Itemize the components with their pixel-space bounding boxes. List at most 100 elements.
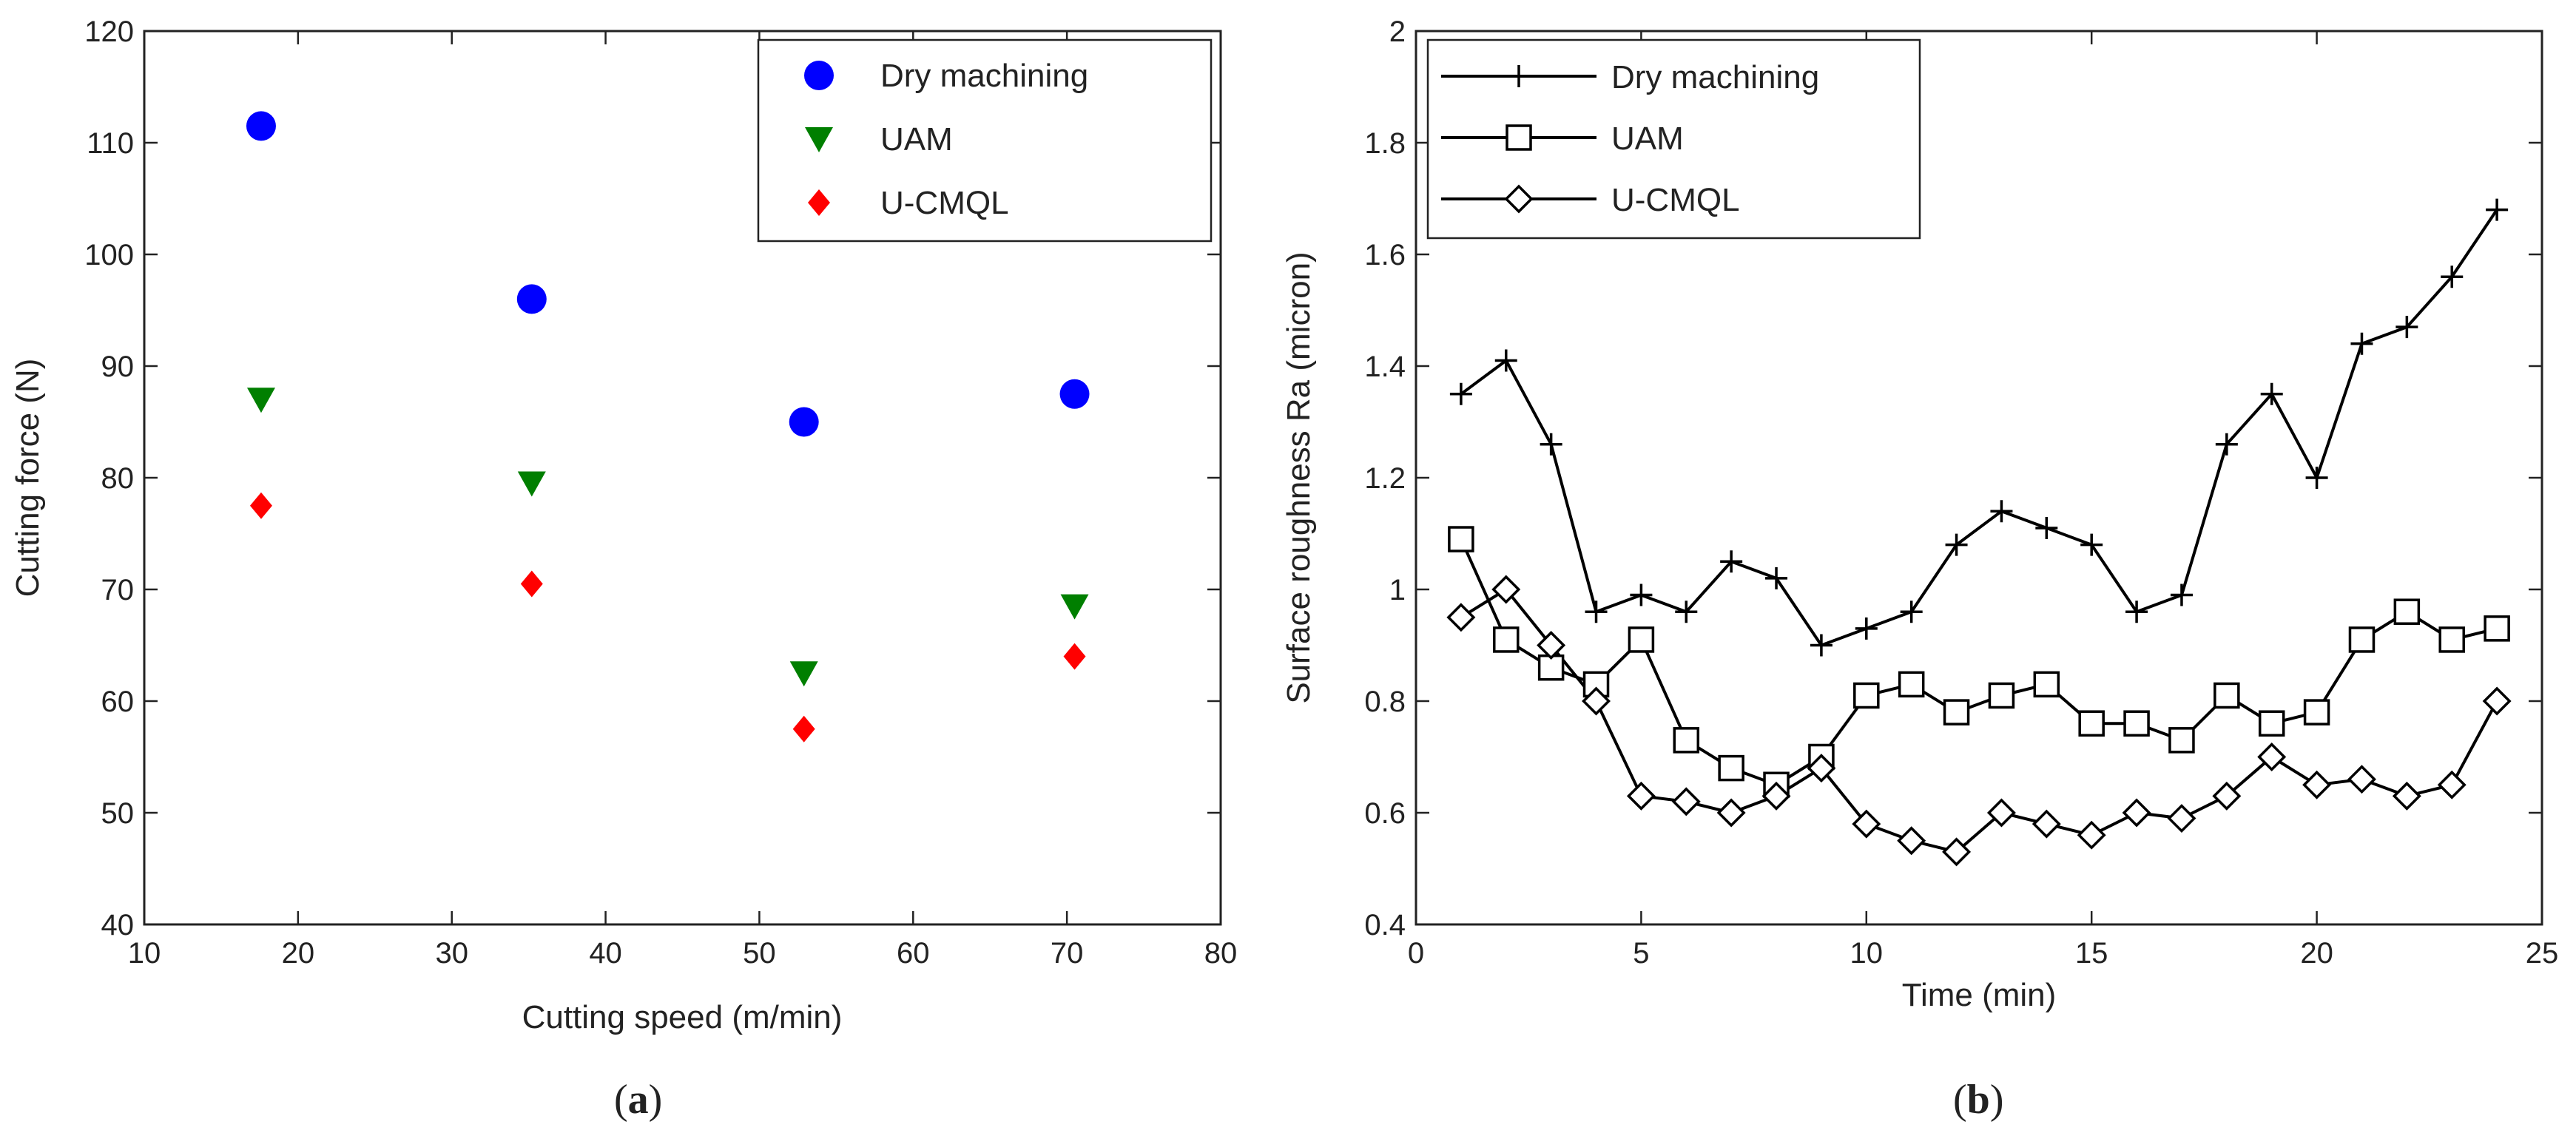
legend-a-marker-dry-machining bbox=[804, 61, 834, 90]
caption-b-open: ( bbox=[1953, 1077, 1967, 1123]
point-dry-machining bbox=[2170, 584, 2193, 606]
legend-a-label-uam: UAM bbox=[880, 121, 953, 158]
point-u-cmql bbox=[2392, 781, 2421, 811]
point-uam bbox=[2168, 727, 2195, 754]
plot-a-ytick-label: 120 bbox=[84, 16, 134, 48]
point-uam bbox=[2484, 615, 2510, 642]
point-dry-machining bbox=[1494, 349, 1517, 372]
plot-a-xtick-label: 60 bbox=[897, 937, 930, 970]
point-u-cmql bbox=[1671, 787, 1701, 816]
plot-b-ytick-label: 1.2 bbox=[1364, 462, 1406, 495]
point-dry-machining bbox=[516, 284, 547, 314]
point-uam bbox=[1988, 682, 2015, 709]
series-line-dry-machining bbox=[1460, 209, 2498, 647]
point-u-cmql bbox=[2347, 765, 2376, 794]
point-dry-machining bbox=[1675, 601, 1698, 623]
point-u-cmql bbox=[1942, 837, 1972, 867]
plot-b-marks bbox=[1446, 198, 2512, 867]
plot-a-ylabel: Cutting force (N) bbox=[10, 359, 46, 598]
point-u-cmql bbox=[1446, 603, 1476, 632]
point-dry-machining bbox=[2080, 533, 2103, 556]
plot-a-ytick-label: 90 bbox=[101, 351, 135, 383]
plot-b-xtick-label: 5 bbox=[1633, 937, 1649, 970]
legend-a: Dry machining UAM U-CMQL bbox=[757, 38, 1213, 243]
plot-b-xtick-label: 0 bbox=[1408, 937, 1424, 970]
legend-b-label-dry: Dry machining bbox=[1611, 59, 1819, 95]
point-dry-machining bbox=[1059, 379, 1090, 409]
point-u-cmql bbox=[2167, 804, 2196, 833]
point-uam bbox=[1628, 626, 1655, 653]
point-dry-machining bbox=[2215, 433, 2238, 456]
point-dry-machining bbox=[1855, 617, 1878, 640]
point-uam bbox=[1493, 626, 1520, 653]
point-u-cmql bbox=[792, 715, 815, 743]
point-uam bbox=[2258, 710, 2285, 737]
legend-a-markers bbox=[804, 61, 834, 216]
point-u-cmql bbox=[1491, 575, 1521, 604]
point-dry-machining bbox=[1720, 550, 1743, 573]
point-u-cmql bbox=[1716, 798, 1746, 828]
point-uam bbox=[2438, 626, 2465, 653]
point-uam bbox=[2078, 710, 2105, 737]
point-u-cmql bbox=[1986, 798, 2016, 828]
point-dry-machining bbox=[1900, 601, 1923, 623]
point-uam bbox=[1853, 682, 1880, 709]
point-u-cmql bbox=[1582, 686, 1611, 716]
legend-b-label-ucmql: U-CMQL bbox=[1611, 182, 1740, 218]
point-dry-machining bbox=[1630, 584, 1653, 606]
plot-b-ytick-label: 1.6 bbox=[1364, 239, 1406, 271]
point-dry-machining bbox=[2441, 266, 2464, 288]
point-dry-machining bbox=[789, 407, 819, 437]
plot-a-xtick-label: 20 bbox=[282, 937, 315, 970]
point-u-cmql bbox=[2302, 770, 2332, 799]
plot-a-xtick-label: 80 bbox=[1204, 937, 1238, 970]
legend-a-marker-uam bbox=[805, 127, 833, 152]
point-uam bbox=[2348, 626, 2376, 653]
plot-a-ytick-label: 60 bbox=[101, 686, 135, 718]
point-uam bbox=[1898, 671, 1925, 698]
legend-a-label-dry: Dry machining bbox=[880, 58, 1088, 94]
point-u-cmql bbox=[2437, 770, 2467, 799]
point-uam bbox=[1448, 526, 1474, 552]
panel-a: 10 20 30 40 50 60 70 80 40 50 60 70 80 90 100 110 120 Dr… bbox=[10, 16, 1237, 1123]
point-dry-machining bbox=[1540, 433, 1562, 456]
caption-a-close: ) bbox=[649, 1077, 663, 1123]
point-u-cmql bbox=[1807, 754, 1836, 783]
plot-b-ytick-label: 0.6 bbox=[1364, 797, 1406, 830]
caption-a-open: ( bbox=[614, 1077, 628, 1123]
plot-b-ylabel: Surface roughness Ra (micron) bbox=[1281, 251, 1317, 703]
point-dry-machining bbox=[1945, 533, 1968, 556]
plot-b-ticks: 0 5 10 15 20 25 0.4 0.6 0.8 1 1.2 1.4 1.6 1.8 2 bbox=[1364, 16, 2558, 970]
legend-b-label-uam: UAM bbox=[1611, 121, 1684, 157]
point-dry-machining bbox=[1585, 601, 1608, 623]
plot-a-xlabel: Cutting speed (m/min) bbox=[522, 999, 843, 1035]
caption-b-letter: b bbox=[1967, 1077, 1990, 1123]
point-u-cmql bbox=[1626, 781, 1656, 811]
point-dry-machining bbox=[2125, 601, 2148, 623]
plot-b-ytick-label: 1.4 bbox=[1364, 351, 1406, 383]
plot-b-xtick-label: 25 bbox=[2526, 937, 2559, 970]
plot-a-ytick-label: 110 bbox=[87, 127, 134, 160]
point-u-cmql bbox=[2122, 798, 2151, 828]
plot-a-xtick-label: 70 bbox=[1051, 937, 1084, 970]
point-uam bbox=[1718, 754, 1744, 782]
point-u-cmql bbox=[2077, 820, 2106, 850]
point-uam bbox=[789, 661, 818, 687]
point-u-cmql bbox=[1063, 643, 1086, 670]
point-dry-machining bbox=[246, 111, 276, 141]
point-uam bbox=[1537, 654, 1565, 681]
point-dry-machining bbox=[2395, 316, 2418, 339]
caption-a: (a) bbox=[614, 1077, 662, 1123]
point-uam bbox=[2213, 682, 2240, 709]
point-dry-machining bbox=[2350, 332, 2373, 355]
point-dry-machining bbox=[1990, 500, 2013, 523]
plot-b-ytick-label: 2 bbox=[1389, 16, 1406, 48]
point-u-cmql bbox=[249, 492, 272, 519]
point-dry-machining bbox=[2260, 382, 2283, 405]
point-uam bbox=[2033, 671, 2060, 698]
plot-b-xtick-label: 15 bbox=[2075, 937, 2108, 970]
point-u-cmql bbox=[520, 570, 543, 598]
point-uam bbox=[2303, 699, 2330, 726]
plot-b-ytick-label: 1 bbox=[1389, 574, 1406, 606]
